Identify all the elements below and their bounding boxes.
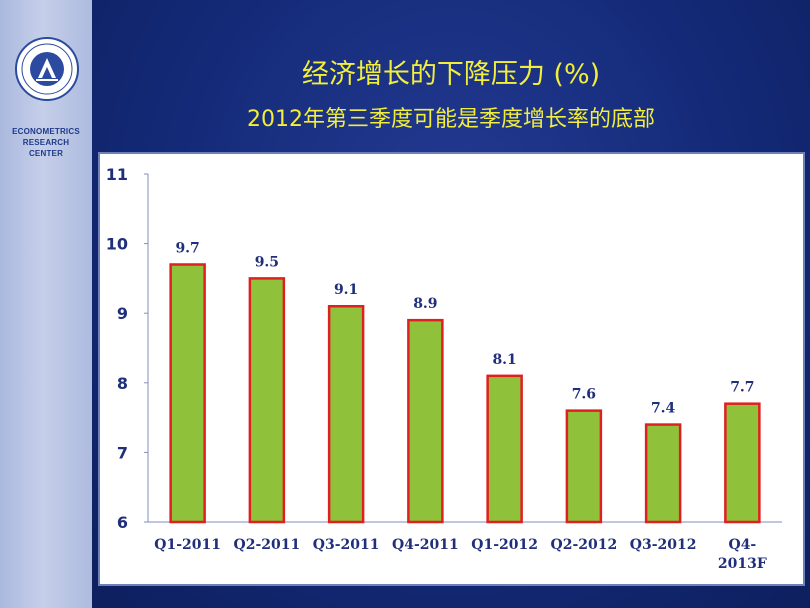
- chart-container: 6 7 8 9 10 11 9.7 Q1-2011 9.5 Q2-2011 9.1 Q3-2011 8.…: [98, 152, 805, 586]
- x-tick-label: Q2-2012: [551, 537, 618, 553]
- center-name-line: CENTER: [28, 149, 64, 158]
- y-tick-label: 10: [106, 235, 128, 254]
- x-tick-label: Q4-: [729, 537, 757, 553]
- bar: [565, 409, 603, 524]
- data-label: 9.1: [334, 282, 358, 298]
- x-tick-label: Q3-2012: [630, 537, 697, 553]
- x-tick-label: Q2-2011: [234, 537, 301, 553]
- academy-seal-logo: [15, 37, 79, 101]
- data-label: 7.7: [730, 380, 754, 396]
- y-tick-label: 7: [117, 443, 128, 462]
- bar: [327, 304, 365, 524]
- y-tick-label: 6: [117, 513, 128, 532]
- bar-chart: 6 7 8 9 10 11 9.7 Q1-2011 9.5 Q2-2011 9.1 Q3-2011 8.…: [106, 165, 782, 572]
- bar: [169, 263, 206, 524]
- bar: [407, 318, 444, 524]
- sidebar: ECONOMETRICS RESEARCH CENTER: [0, 0, 92, 608]
- data-label: 7.6: [572, 387, 596, 403]
- x-tick-label: 2013F: [718, 556, 767, 572]
- bar: [724, 402, 761, 524]
- bar: [486, 374, 523, 524]
- x-tick-label: Q3-2011: [313, 537, 380, 553]
- center-name-line: RESEARCH: [22, 138, 70, 147]
- data-label: 8.1: [492, 352, 516, 368]
- y-tick-label: 11: [106, 165, 128, 184]
- center-name-line: ECONOMETRICS: [12, 127, 80, 136]
- slide-title: 经济增长的下降压力 (%): [301, 59, 601, 90]
- y-tick-label: 9: [117, 304, 128, 323]
- research-center-name: ECONOMETRICS RESEARCH CENTER: [0, 126, 92, 159]
- x-tick-label: Q1-2012: [471, 537, 538, 553]
- bar: [644, 423, 682, 524]
- data-label: 9.7: [175, 240, 199, 256]
- x-tick-label: Q4-2011: [392, 537, 459, 553]
- y-tick-label: 8: [117, 374, 128, 393]
- bar: [248, 277, 286, 524]
- x-tick-label: Q1-2011: [154, 537, 221, 553]
- data-label: 7.4: [651, 401, 676, 417]
- data-label: 9.5: [255, 254, 279, 270]
- data-label: 8.9: [413, 296, 437, 312]
- slide-subtitle: 2012年第三季度可能是季度增长率的底部: [247, 107, 655, 132]
